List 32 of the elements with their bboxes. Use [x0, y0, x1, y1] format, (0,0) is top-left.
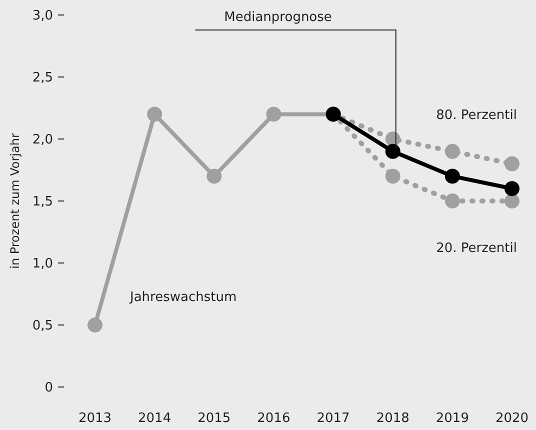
y-tick-label: 2,5 [32, 70, 53, 86]
x-tick-label: 2017 [316, 411, 350, 426]
x-tick-label: 2016 [257, 411, 290, 426]
point [206, 168, 222, 184]
point [444, 168, 460, 184]
y-tick-label: 1,5 [32, 194, 53, 210]
point [504, 194, 520, 208]
y-tick-label: 0 [44, 380, 53, 396]
text: 20. Perzentil [436, 241, 517, 256]
x-tick-label: 2015 [198, 411, 231, 426]
point [504, 156, 520, 172]
point [504, 181, 520, 196]
y-axis-title: in Prozent zum Vorjahr [8, 133, 22, 269]
y-tick-label: 0,5 [32, 318, 53, 334]
y-tick-label: 3,0 [32, 8, 53, 24]
point [88, 318, 102, 332]
x-tick-label: 2014 [138, 411, 172, 426]
x-tick-label: 2020 [495, 411, 529, 426]
y-tick-label: 2,0 [32, 132, 53, 148]
point [444, 144, 460, 159]
text: Medianprognose [224, 10, 332, 25]
series-label: Jahreswachstum [129, 290, 237, 305]
x-tick-label: 2013 [78, 411, 112, 426]
point [385, 168, 400, 184]
point [444, 194, 460, 208]
series-label: 80. Perzentil [436, 108, 517, 123]
x-tick-label: 2018 [376, 411, 410, 426]
y-tick-label: 1,0 [32, 256, 53, 272]
point [385, 144, 400, 159]
point [147, 106, 162, 122]
point [266, 106, 282, 122]
x-tick-label: 2019 [436, 411, 469, 426]
